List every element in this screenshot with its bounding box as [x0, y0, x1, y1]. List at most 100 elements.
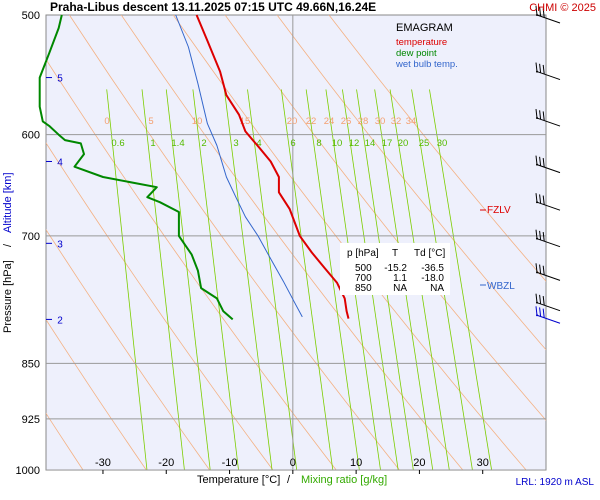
chart-header-title: Praha-Libus descent 13.11.2025 07:15 UTC…	[50, 0, 376, 14]
fzlv-label: FZLV	[487, 205, 511, 216]
table-cell: -18.0	[421, 273, 444, 284]
table-header-t: T	[392, 248, 398, 259]
mixing-ratio-label: 1	[150, 138, 155, 149]
wind-barb-feather	[535, 293, 538, 303]
wind-barb-feather	[539, 110, 542, 120]
mixing-ratio-line	[106, 89, 148, 470]
dry-adiabat-label: 30	[375, 116, 386, 127]
altitude-tick-label: 2	[57, 315, 63, 326]
axes: 0 5 10 15 20 22 24 26 28 30 32 340.6 1 1.4 2 3 4 6 8 10 12 14…	[16, 10, 489, 477]
wind-barb-feather	[535, 229, 538, 239]
table-header-p: p [hPa]	[347, 248, 379, 259]
table-header-td: Td [°C]	[414, 248, 445, 259]
wind-barb-feather	[539, 294, 542, 304]
dry-adiabat-line	[46, 412, 84, 470]
y-axis-title-altitude: Altitude [km]	[2, 172, 14, 233]
table-cell: 850	[355, 283, 372, 294]
altitude-tick-label: 3	[57, 239, 63, 250]
copyright-label: CHMI © 2025	[529, 2, 596, 14]
table-cell: 1.1	[393, 273, 407, 284]
mixing-ratio-label: 4	[256, 138, 261, 149]
wind-barb-origin	[536, 237, 538, 240]
data-table-box	[340, 243, 450, 295]
y-axis-title-separator: /	[2, 243, 14, 247]
table-cell: 700	[355, 273, 372, 284]
wind-barb-feather	[535, 5, 538, 16]
table-cell: -36.5	[421, 263, 444, 274]
mixing-ratio-label: 3	[233, 138, 238, 149]
mixing-ratio-line	[165, 89, 211, 470]
mixing-ratio-label: 6	[290, 138, 295, 149]
wind-barb-feather	[535, 155, 538, 165]
legend-title: EMAGRAM	[396, 22, 453, 34]
mixing-ratio-line	[247, 89, 298, 470]
x-axis-title-temperature: Temperature [°C]	[197, 474, 280, 486]
wet-bulb-temp-line	[175, 14, 303, 318]
dew-point-line	[38, 14, 234, 321]
mixing-ratio-label: 17	[382, 138, 393, 149]
wind-barb-origin	[536, 301, 538, 304]
wind-barb-staff	[536, 238, 561, 248]
dry-adiabat-line	[68, 15, 401, 470]
mixing-ratio-line	[280, 89, 334, 470]
dry-adiabat-line	[46, 58, 337, 470]
wind-barb-staff	[536, 314, 561, 324]
table-cell: NA	[430, 283, 444, 294]
mixing-ratio-line	[429, 89, 493, 470]
dry-adiabat-line	[120, 15, 464, 470]
dry-adiabat-label: 20	[287, 116, 298, 127]
wind-barbs	[535, 5, 561, 324]
wind-barb-feather	[539, 7, 542, 17]
wind-barb-origin	[536, 271, 538, 274]
wind-barb-feather	[542, 232, 545, 242]
wind-barb-feather	[535, 306, 538, 316]
lrl-footer: LRL: 1920 m ASL	[516, 477, 595, 488]
plot-area	[45, 14, 547, 471]
dry-adiabat-label: 24	[324, 116, 335, 127]
wind-barb-feather	[542, 296, 545, 306]
x-tick-label: 20	[413, 457, 425, 469]
dry-adiabat-line	[46, 318, 147, 470]
wind-barb-staff	[536, 164, 561, 174]
wind-barb-feather	[542, 157, 545, 168]
dry-adiabat-label: 10	[192, 116, 203, 127]
wind-barb-origin	[536, 117, 538, 120]
wind-barb-staff	[536, 71, 561, 81]
mixing-ratio-line	[141, 89, 185, 470]
dry-adiabat-label: 22	[306, 116, 317, 127]
wind-barb-feather	[539, 156, 542, 166]
dry-adiabat-line	[328, 15, 546, 282]
x-axis-title-mixing: Mixing ratio [g/kg]	[301, 474, 387, 486]
wind-barb-feather	[542, 64, 545, 75]
wind-barb-staff	[536, 302, 561, 312]
wind-barb-feather	[535, 263, 538, 273]
wind-barb-origin	[536, 70, 538, 73]
dry-adiabat-label: 15	[240, 116, 251, 127]
table-cell: 500	[355, 263, 372, 274]
dry-adiabat-label: 32	[391, 116, 402, 127]
wind-barb-origin	[536, 163, 538, 166]
temperature-line	[195, 14, 350, 319]
altitude-tick-label: 4	[57, 157, 63, 168]
mixing-ratio-line	[192, 89, 239, 470]
wbzl-label: WBZL	[487, 281, 515, 292]
table-cell: NA	[393, 283, 407, 294]
pressure-tick-label: 1000	[16, 465, 40, 477]
mixing-ratio-label: 0.6	[111, 138, 124, 149]
wind-barb-feather	[535, 62, 538, 72]
legend-temperature: temperature	[396, 37, 447, 48]
wind-barb-feather	[542, 8, 545, 18]
wind-barb-feather	[539, 63, 542, 73]
wind-barb-feather	[542, 195, 545, 205]
dry-adiabat-line	[46, 142, 274, 470]
wind-barb-origin	[536, 14, 538, 16]
wind-barb-staff	[536, 14, 561, 24]
wind-barb-origin	[536, 201, 538, 204]
wind-barb-feather	[535, 109, 538, 119]
dry-adiabat-label: 28	[358, 116, 369, 127]
mixing-ratio-label: 8	[316, 138, 321, 149]
dry-adiabat-label: 26	[341, 116, 352, 127]
dry-adiabat-line	[276, 15, 546, 351]
wind-barb-feather	[539, 194, 542, 204]
mixing-ratio-line	[305, 89, 360, 470]
